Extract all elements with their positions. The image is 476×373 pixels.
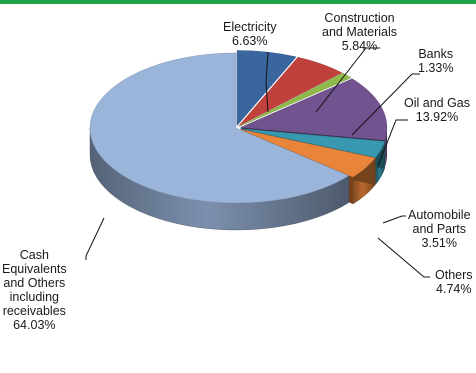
slice-value: 13.92%: [415, 110, 459, 124]
slice-label-line: Equivalents: [2, 262, 67, 276]
slice-label-line: and Others: [3, 276, 66, 290]
slice-value: 64.03%: [13, 318, 56, 332]
slice-value: 6.63%: [232, 34, 268, 48]
pie-slice: [89, 52, 350, 204]
slice-label-line: receivables: [2, 304, 66, 318]
slice-label: Automobile and Parts 3.51%: [408, 208, 471, 250]
pie-slice: [239, 72, 352, 127]
pie-tops: [89, 50, 388, 204]
slice-label: Banks 1.33%: [418, 47, 453, 75]
leader-line: [351, 73, 420, 136]
slice-value: 5.84%: [341, 39, 378, 53]
slice-label: Oil and Gas 13.92%: [404, 96, 470, 124]
pie-slice: [240, 128, 386, 158]
slice-label-line: Others: [435, 268, 473, 282]
leader-line: [85, 217, 105, 260]
slice-label: Electricity 6.63%: [223, 20, 276, 48]
slice-label-line: and Parts: [412, 222, 467, 236]
leader-line: [377, 119, 408, 167]
slice-label-line: Oil and Gas: [404, 96, 471, 110]
slice-label-line: Electricity: [223, 20, 277, 34]
top-accent-bar: [0, 0, 476, 4]
slice-value: 3.51%: [421, 236, 457, 250]
slice-label: Cash Equivalents and Others including receiv…: [2, 248, 67, 332]
leader-line: [382, 215, 406, 224]
leader-line: [377, 237, 430, 278]
pie-slice: [240, 129, 376, 178]
slice-value: 4.74%: [436, 282, 472, 296]
slice-label-line: Cash: [19, 248, 49, 262]
slice-label-line: Banks: [418, 47, 454, 61]
slice-label: Others 4.74%: [435, 268, 473, 296]
pie-slice: [240, 78, 388, 141]
leader-lines: [85, 47, 430, 278]
leader-line: [265, 51, 269, 113]
slice-label-line: Construction: [324, 11, 395, 25]
slice-label-line: and Materials: [322, 25, 398, 39]
slice-label: Construction and Materials 5.84%: [322, 11, 397, 53]
slice-label-line: Automobile: [408, 208, 471, 222]
leader-line: [315, 47, 380, 113]
slice-label-line: including: [9, 290, 59, 304]
slice-value: 1.33%: [418, 61, 454, 75]
pie-slice: [238, 57, 343, 127]
